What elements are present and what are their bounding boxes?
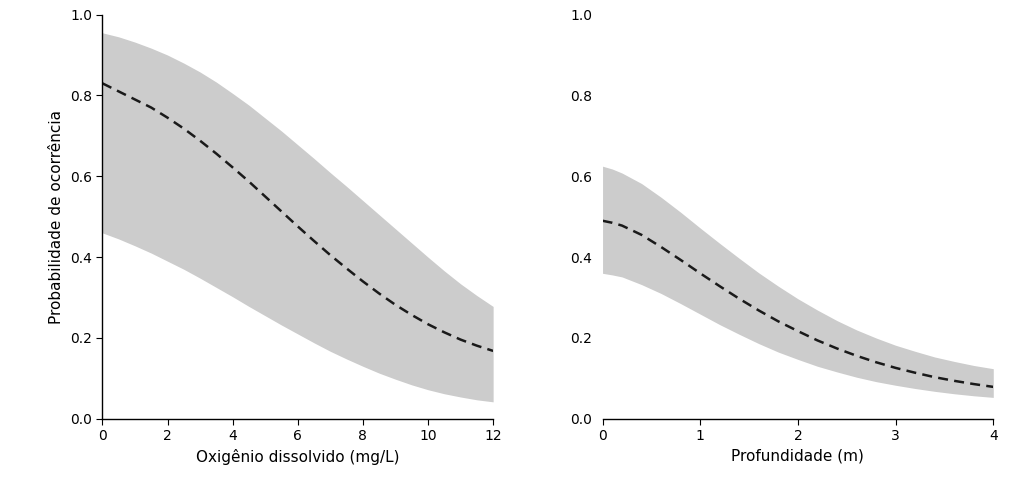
X-axis label: Oxigênio dissolvido (mg/L): Oxigênio dissolvido (mg/L) [196,449,399,465]
Y-axis label: Probabilidade de ocorrência: Probabilidade de ocorrência [49,110,65,324]
X-axis label: Profundidade (m): Profundidade (m) [731,449,864,464]
